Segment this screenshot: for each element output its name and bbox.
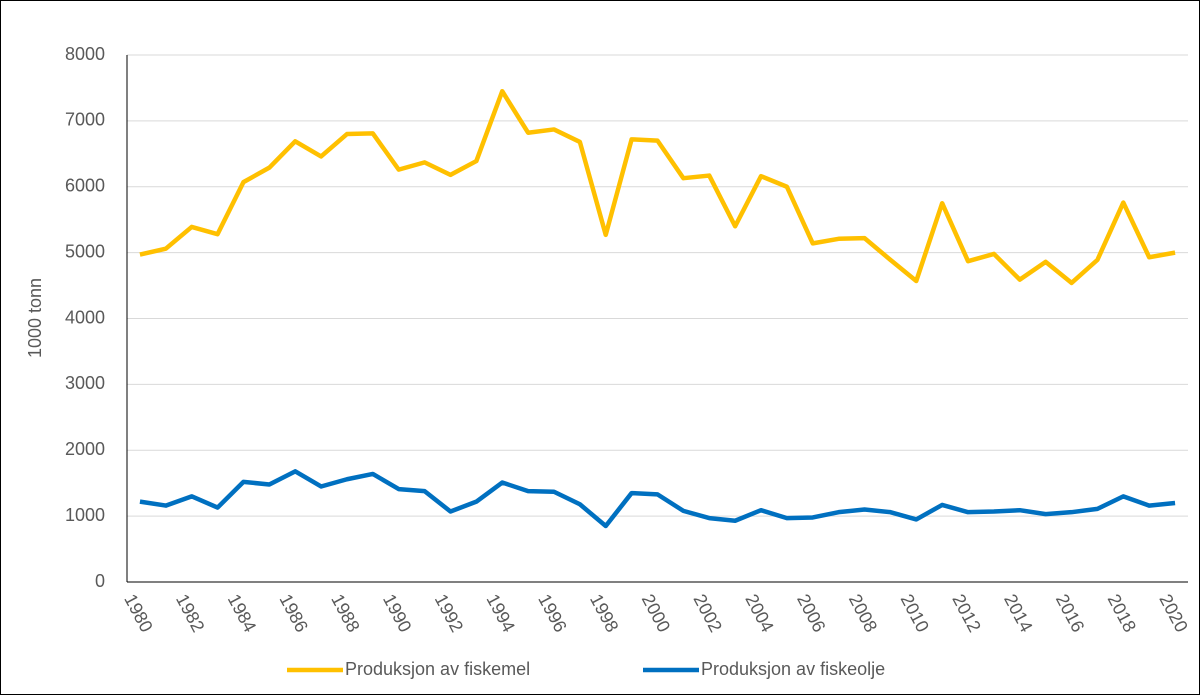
y-tick-label: 2000 [65, 439, 105, 459]
data-line [139, 88, 1176, 286]
y-tick-label: 3000 [65, 373, 105, 393]
y-tick-label: 8000 [65, 44, 105, 64]
legend-label: Produksjon av fiskeolje [701, 659, 885, 679]
legend-label: Produksjon av fiskemel [345, 659, 530, 679]
y-tick-label: 5000 [65, 241, 105, 261]
y-tick-label: 1000 [65, 505, 105, 525]
y-tick-label: 0 [95, 571, 105, 591]
y-tick-label: 6000 [65, 176, 105, 196]
y-tick-label: 7000 [65, 110, 105, 130]
data-line [139, 469, 1176, 529]
y-axis-label: 1000 tonn [25, 278, 45, 358]
y-tick-label: 4000 [65, 307, 105, 327]
